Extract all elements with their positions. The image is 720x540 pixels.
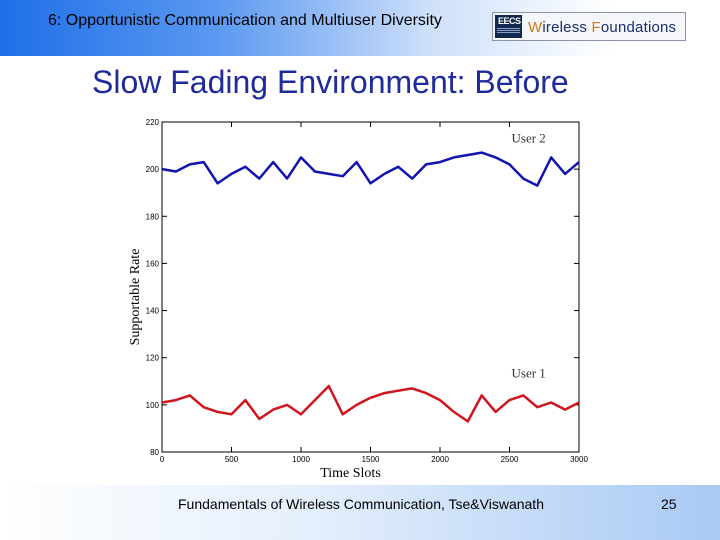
eecs-logo-text: EECS (498, 16, 521, 26)
series-label-user-2: User 2 (512, 131, 546, 146)
footer-text: Fundamentals of Wireless Communication, … (178, 496, 544, 512)
footer-band (0, 485, 720, 540)
rate-chart-svg: 80 100 120 140 160 180 200 220 0 500 1000 1500 2000 2… (128, 118, 588, 481)
y-tick-label: 160 (146, 259, 160, 268)
x-tick-label: 500 (225, 455, 239, 464)
wireless-foundations-logo: EECS Wireless Foundations (492, 12, 686, 41)
y-tick-label: 80 (150, 448, 159, 457)
y-tick-label: 220 (146, 118, 160, 127)
slide-title: Slow Fading Environment: Before (92, 64, 569, 100)
eecs-logo-icon: EECS (495, 15, 522, 38)
x-tick-label: 2500 (501, 455, 519, 464)
series-line-user-2 (161, 151, 580, 187)
series-label-user-1: User 1 (512, 365, 546, 380)
series-line-user-1 (161, 384, 580, 423)
y-tick-label: 180 (146, 212, 160, 221)
y-tick-label: 100 (146, 401, 160, 410)
header-title: 6: Opportunistic Communication and Multi… (48, 12, 442, 29)
x-tick-label: 2000 (431, 455, 449, 464)
y-tick-label: 120 (146, 354, 160, 363)
x-tick-label: 1500 (362, 455, 380, 464)
x-tick-label: 1000 (292, 455, 310, 464)
y-tick-label: 140 (146, 307, 160, 316)
rate-chart: 80 100 120 140 160 180 200 220 0 500 1000 1500 2000 2… (122, 112, 590, 482)
y-tick-label: 200 (146, 165, 160, 174)
page-number: 25 (661, 496, 677, 512)
x-axis-label: Time Slots (320, 466, 381, 481)
wireless-foundations-text: Wireless Foundations (528, 19, 677, 36)
x-tick-label: 3000 (570, 455, 588, 464)
y-axis-label: Supportable Rate (128, 249, 143, 346)
x-tick-label: 0 (160, 455, 165, 464)
